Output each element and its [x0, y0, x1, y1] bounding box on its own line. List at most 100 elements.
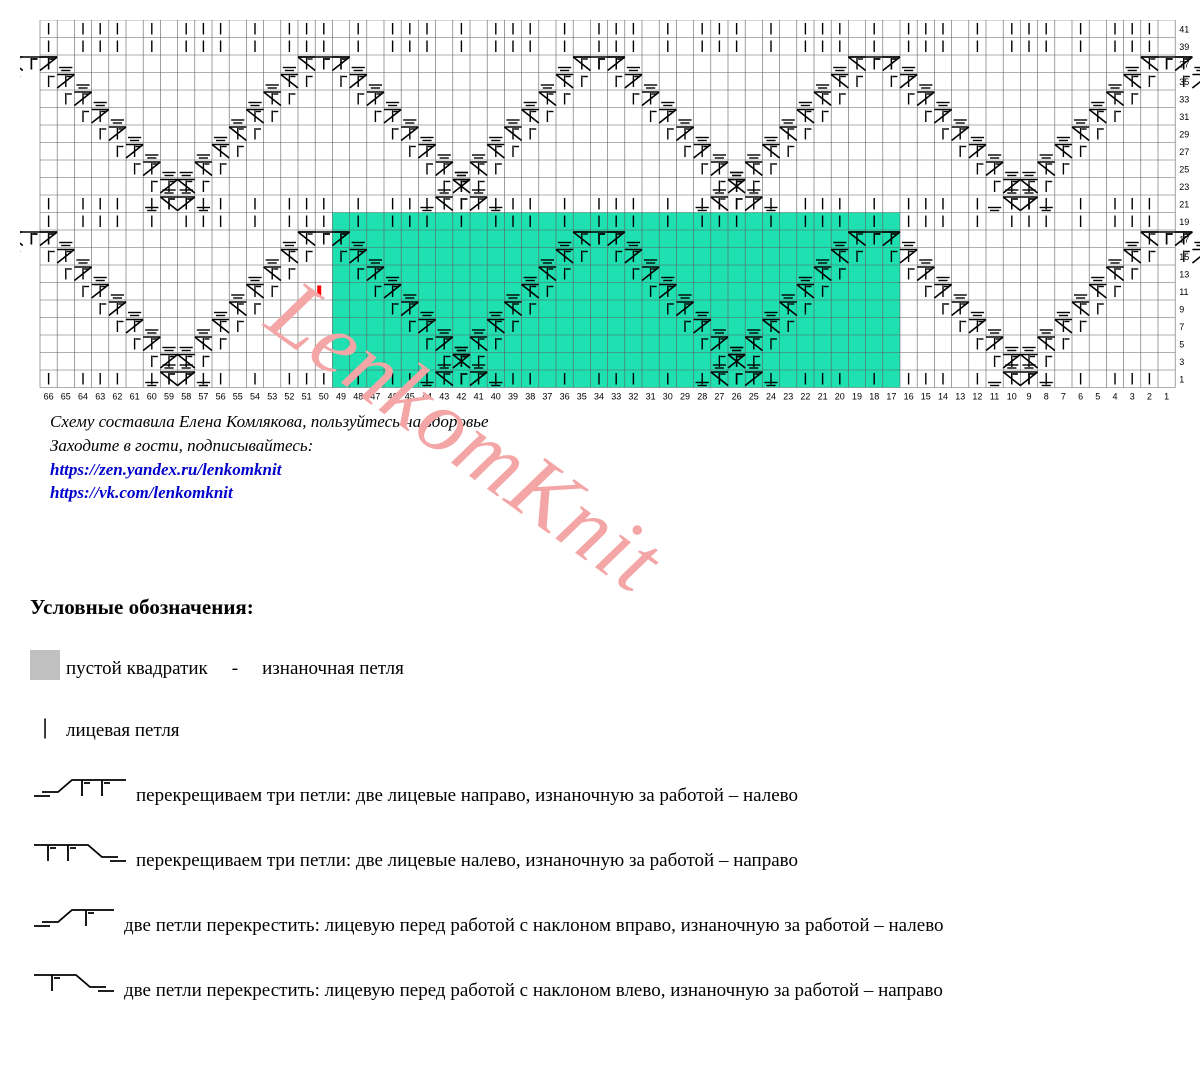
svg-text:28: 28: [697, 392, 707, 402]
link-vk[interactable]: https://vk.com/lenkomknit: [50, 481, 1180, 505]
svg-text:23: 23: [783, 392, 793, 402]
svg-text:44: 44: [422, 392, 432, 402]
link-zen[interactable]: https://zen.yandex.ru/lenkomknit: [50, 458, 1180, 482]
svg-text:45: 45: [405, 392, 415, 402]
legend-row-purl: пустой квадратик - изнаночная петля: [30, 650, 1180, 680]
legend-label: две петли перекрестить: лицевую перед ра…: [124, 980, 943, 1002]
legend-row-cross3-right: перекрещиваем три петли: две лицевые нап…: [30, 774, 1180, 807]
svg-text:5: 5: [1179, 339, 1184, 349]
legend-label: две петли перекрестить: лицевую перед ра…: [124, 915, 944, 937]
svg-text:26: 26: [732, 392, 742, 402]
legend-label: перекрещиваем три петли: две лицевые нал…: [136, 850, 798, 872]
svg-text:25: 25: [1179, 164, 1189, 174]
svg-text:25: 25: [749, 392, 759, 402]
svg-text:36: 36: [560, 392, 570, 402]
attribution-block: Схему составила Елена Комлякова, пользуй…: [50, 410, 1180, 505]
svg-text:35: 35: [577, 392, 587, 402]
svg-text:66: 66: [44, 392, 54, 402]
svg-text:19: 19: [852, 392, 862, 402]
svg-text:52: 52: [284, 392, 294, 402]
svg-text:39: 39: [508, 392, 518, 402]
svg-text:56: 56: [216, 392, 226, 402]
svg-text:11: 11: [1179, 287, 1188, 297]
svg-text:7: 7: [1061, 392, 1066, 402]
chart-svg: 1234567891011121314151617181920212223242…: [20, 20, 1200, 410]
svg-text:59: 59: [164, 392, 174, 402]
legend-label: перекрещиваем три петли: две лицевые нап…: [136, 785, 798, 807]
legend-row-cross3-left: перекрещиваем три петли: две лицевые нал…: [30, 839, 1180, 872]
knit-stitch-icon: |: [30, 712, 60, 742]
svg-text:57: 57: [198, 392, 208, 402]
svg-text:50: 50: [319, 392, 329, 402]
svg-text:40: 40: [491, 392, 501, 402]
svg-text:9: 9: [1179, 304, 1184, 314]
svg-text:19: 19: [1179, 217, 1189, 227]
legend-label: изнаночная петля: [262, 658, 404, 680]
svg-text:33: 33: [611, 392, 621, 402]
legend-row-knit: | лицевая петля: [30, 712, 1180, 742]
svg-text:1: 1: [1179, 374, 1184, 384]
svg-text:7: 7: [1179, 322, 1184, 332]
svg-text:29: 29: [680, 392, 690, 402]
cross2-left-icon: [30, 969, 118, 1002]
svg-text:42: 42: [456, 392, 466, 402]
svg-text:60: 60: [147, 392, 157, 402]
svg-text:62: 62: [112, 392, 122, 402]
svg-text:3: 3: [1130, 392, 1135, 402]
svg-text:32: 32: [628, 392, 638, 402]
svg-text:31: 31: [646, 392, 656, 402]
svg-text:43: 43: [439, 392, 449, 402]
svg-text:1: 1: [1164, 392, 1169, 402]
svg-text:24: 24: [766, 392, 776, 402]
svg-text:47: 47: [370, 392, 380, 402]
svg-text:65: 65: [61, 392, 71, 402]
svg-text:34: 34: [594, 392, 604, 402]
svg-text:27: 27: [1179, 147, 1189, 157]
svg-text:21: 21: [1179, 199, 1189, 209]
svg-text:63: 63: [95, 392, 105, 402]
svg-text:27: 27: [714, 392, 724, 402]
cross3-right-icon: [30, 774, 130, 807]
svg-text:8: 8: [1044, 392, 1049, 402]
svg-text:51: 51: [302, 392, 312, 402]
svg-text:9: 9: [1026, 392, 1031, 402]
cross2-right-icon: [30, 904, 118, 937]
svg-text:15: 15: [921, 392, 931, 402]
svg-text:11: 11: [990, 392, 999, 402]
svg-text:64: 64: [78, 392, 88, 402]
svg-text:22: 22: [800, 392, 810, 402]
svg-text:3: 3: [1179, 357, 1184, 367]
svg-text:29: 29: [1179, 129, 1189, 139]
svg-text:49: 49: [336, 392, 346, 402]
legend-row-cross2-right: две петли перекрестить: лицевую перед ра…: [30, 904, 1180, 937]
svg-text:5: 5: [1095, 392, 1100, 402]
svg-text:10: 10: [1007, 392, 1017, 402]
svg-text:20: 20: [835, 392, 845, 402]
svg-text:31: 31: [1179, 112, 1189, 122]
svg-text:61: 61: [130, 392, 140, 402]
svg-text:14: 14: [938, 392, 948, 402]
svg-text:17: 17: [886, 392, 896, 402]
knitting-chart: 1234567891011121314151617181920212223242…: [20, 20, 1180, 400]
legend-block: пустой квадратик - изнаночная петля | ли…: [30, 650, 1180, 1002]
svg-text:18: 18: [869, 392, 879, 402]
svg-text:58: 58: [181, 392, 191, 402]
svg-text:33: 33: [1179, 94, 1189, 104]
svg-text:13: 13: [1179, 269, 1189, 279]
svg-text:53: 53: [267, 392, 277, 402]
svg-text:4: 4: [1112, 392, 1117, 402]
svg-text:48: 48: [353, 392, 363, 402]
cross3-left-icon: [30, 839, 130, 872]
svg-text:38: 38: [525, 392, 535, 402]
legend-label: пустой квадратик: [66, 658, 208, 680]
svg-text:37: 37: [542, 392, 552, 402]
svg-text:21: 21: [818, 392, 828, 402]
svg-text:41: 41: [474, 392, 484, 402]
svg-text:13: 13: [955, 392, 965, 402]
svg-text:39: 39: [1179, 42, 1189, 52]
svg-text:54: 54: [250, 392, 260, 402]
svg-text:55: 55: [233, 392, 243, 402]
svg-text:12: 12: [972, 392, 982, 402]
legend-label: лицевая петля: [66, 720, 180, 742]
svg-text:6: 6: [1078, 392, 1083, 402]
